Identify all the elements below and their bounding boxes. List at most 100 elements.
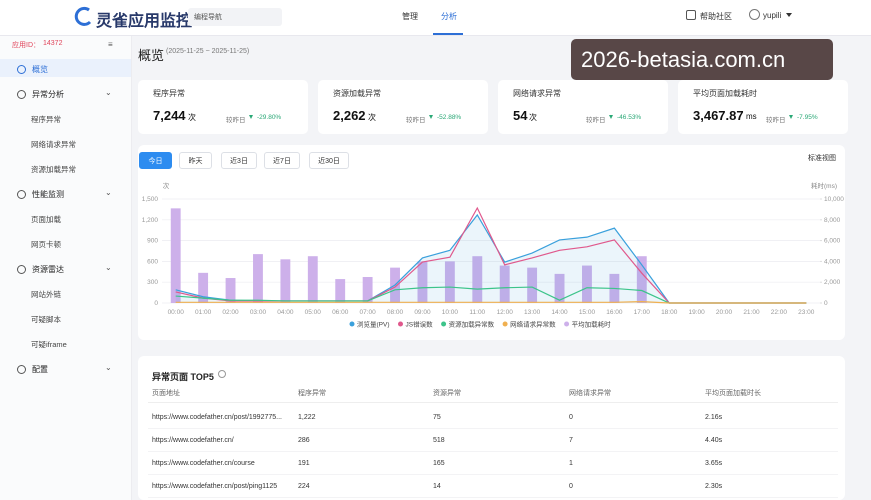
collapse-icon[interactable]: ≡ xyxy=(108,40,113,49)
user-caret xyxy=(786,13,792,20)
y-tick-label: 0 xyxy=(154,300,158,307)
table-cell: https://www.codefather.cn/post/1992775..… xyxy=(152,414,282,421)
stat-unit: 次 xyxy=(368,113,376,122)
table-cell: https://www.codefather.cn/course xyxy=(152,460,255,467)
side-caret: ⌄ xyxy=(105,263,112,272)
side-item[interactable]: 网络请求异常 xyxy=(31,140,76,149)
side-group[interactable]: 性能监测 xyxy=(32,190,64,199)
view-toggle[interactable]: 标准视图 xyxy=(808,155,836,162)
y2-tick-label: 2,000 xyxy=(824,279,841,286)
x-tick-label: 20:00 xyxy=(716,309,733,316)
y-tick-label: 1,500 xyxy=(142,196,159,203)
x-tick-label: 01:00 xyxy=(195,309,212,316)
help-link[interactable]: 帮助社区 xyxy=(700,12,732,21)
side-item[interactable]: 可疑iframe xyxy=(31,340,67,349)
table-cell: 518 xyxy=(433,437,445,444)
bar xyxy=(554,273,565,303)
legend-marker xyxy=(564,321,570,327)
table-cell: 75 xyxy=(433,414,441,421)
x-tick-label: 08:00 xyxy=(387,309,404,316)
table-cell: 0 xyxy=(569,483,573,490)
side-group[interactable]: 资源雷达 xyxy=(32,265,64,274)
x-tick-label: 00:00 xyxy=(168,309,185,316)
side-item[interactable]: 资源加载异常 xyxy=(31,165,76,174)
user-name[interactable]: yupili xyxy=(763,11,782,20)
side-item[interactable]: 程序异常 xyxy=(31,115,61,124)
search-box[interactable]: 编程导航 xyxy=(188,8,282,26)
bar xyxy=(307,256,318,303)
nav-item[interactable]: 管理 xyxy=(402,12,418,21)
x-tick-label: 06:00 xyxy=(332,309,349,316)
row-line xyxy=(148,497,838,498)
logo-icon xyxy=(74,6,92,26)
table-title: 异常页面 TOP5 xyxy=(152,372,214,382)
side-caret: ⌄ xyxy=(105,88,112,97)
app-id-label: 应用ID： xyxy=(12,42,40,49)
y2-tick-label: 8,000 xyxy=(824,217,841,224)
tab[interactable]: 近7日 xyxy=(264,152,300,169)
side-active-bg xyxy=(0,59,131,77)
table-cell: 1,222 xyxy=(298,414,316,421)
tab[interactable]: 近30日 xyxy=(309,152,349,169)
x-tick-label: 22:00 xyxy=(771,309,788,316)
stat-change: -29.80% xyxy=(257,114,282,121)
stat-card xyxy=(138,80,308,134)
stat-label: 网络请求异常 xyxy=(513,89,561,98)
table-cell: https://www.codefather.cn/post/ping1125 xyxy=(152,483,278,490)
stat-value: 3,467.87 xyxy=(693,108,744,123)
x-tick-label: 19:00 xyxy=(688,309,705,316)
legend-marker xyxy=(349,321,355,327)
y-tick-label: 300 xyxy=(147,279,158,286)
x-tick-label: 15:00 xyxy=(579,309,596,316)
bar xyxy=(253,254,263,303)
x-tick-label: 04:00 xyxy=(277,309,294,316)
table-cell: 7 xyxy=(569,437,573,444)
stat-card xyxy=(678,80,848,134)
side-item[interactable]: 网站外链 xyxy=(31,290,61,299)
bar xyxy=(362,277,373,303)
overview-header: 概览 (2025-11-25 ~ 2025-11-25) xyxy=(138,36,845,140)
tab[interactable]: 今日 xyxy=(139,152,172,169)
row-line xyxy=(148,474,838,475)
table-header: 平均页面加载时长 xyxy=(705,390,761,397)
stat-arrow xyxy=(609,115,613,121)
table-cell: 2.30s xyxy=(705,483,723,490)
side-group[interactable]: 概览 xyxy=(32,65,48,74)
table-header-line xyxy=(148,402,838,403)
stat-value: 7,244 xyxy=(153,108,186,123)
side-group[interactable]: 异常分析 xyxy=(32,90,64,99)
tab[interactable]: 昨天 xyxy=(179,152,212,169)
table-cell: 191 xyxy=(298,460,310,467)
legend-label: 网络请求异常数 xyxy=(510,320,556,329)
table-cell: 3.65s xyxy=(705,460,723,467)
x-tick-label: 18:00 xyxy=(661,309,678,316)
watermark: 2026-betasia.com.cn xyxy=(581,47,786,72)
legend-marker xyxy=(398,321,403,327)
x-tick-label: 05:00 xyxy=(305,309,322,316)
table-cell: 286 xyxy=(298,437,310,444)
top-bar: 灵雀应用监控 编程导航 帮助社区 yupili xyxy=(0,0,871,36)
stat-unit: ms xyxy=(746,112,757,121)
info-icon xyxy=(218,370,226,378)
x-tick-label: 03:00 xyxy=(250,309,267,316)
table-cell: 4.40s xyxy=(705,437,723,444)
side-icon xyxy=(17,90,26,99)
side-item[interactable]: 网页卡顿 xyxy=(31,240,61,249)
side-icon xyxy=(17,190,26,199)
tab[interactable]: 近3日 xyxy=(221,152,257,169)
bar xyxy=(417,261,428,303)
x-tick-label: 13:00 xyxy=(524,309,541,316)
side-group[interactable]: 配置 xyxy=(32,365,48,374)
legend-label: 平均加载耗时 xyxy=(572,320,612,329)
legend-label: JS错误数 xyxy=(406,320,434,329)
stat-compare: 较昨日 xyxy=(586,117,606,124)
y2-tick-label: 0 xyxy=(824,300,828,307)
side-item[interactable]: 可疑脚本 xyxy=(31,315,61,324)
nav-item[interactable]: 分析 xyxy=(441,12,457,21)
y2-tick-label: 4,000 xyxy=(824,258,841,265)
side-item[interactable]: 页面加载 xyxy=(31,215,61,224)
x-tick-label: 11:00 xyxy=(469,309,485,316)
side-caret: ⌄ xyxy=(105,188,112,197)
stat-label: 程序异常 xyxy=(153,89,185,98)
y-axis-title: 次 xyxy=(163,181,170,190)
